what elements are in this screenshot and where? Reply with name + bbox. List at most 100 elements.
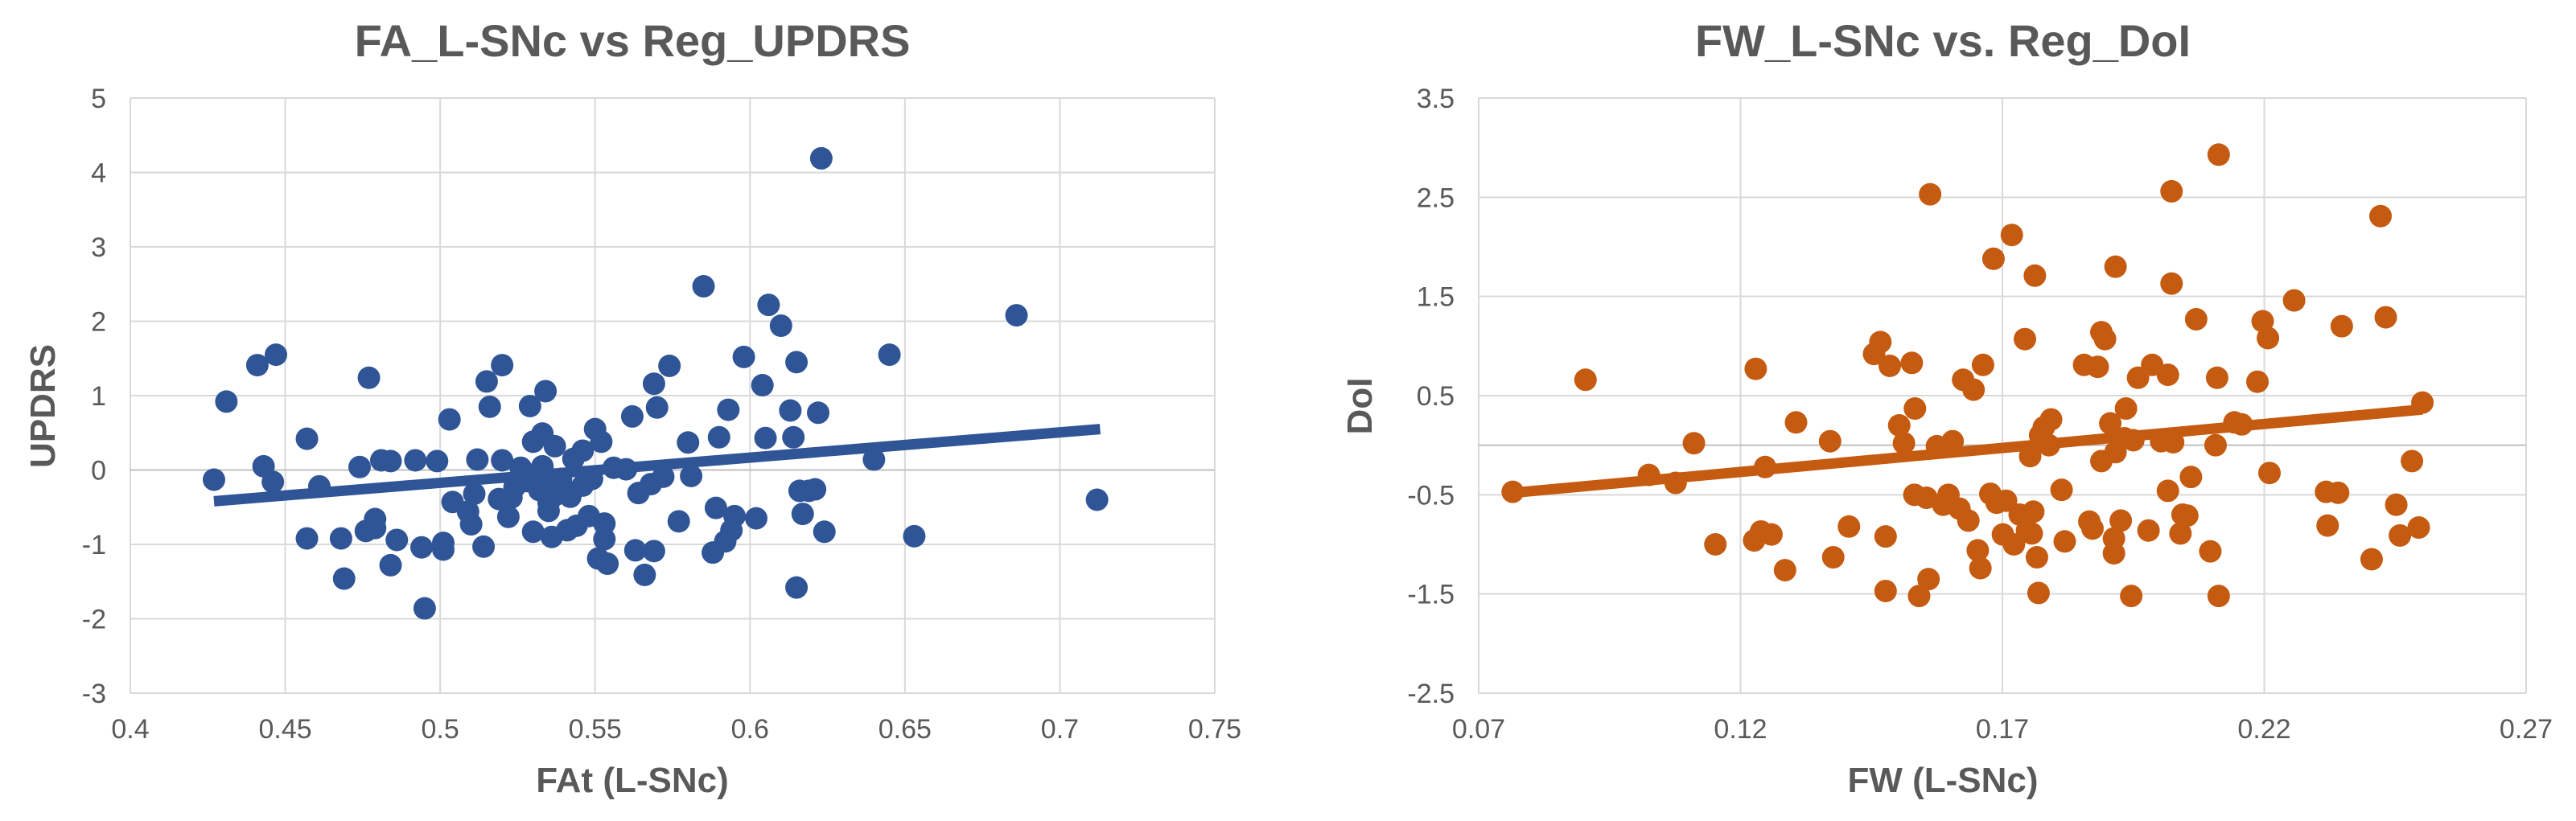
points-group (1501, 143, 2434, 608)
data-point (807, 401, 830, 425)
data-point (2316, 514, 2339, 537)
data-point (1994, 489, 2018, 512)
data-point (1501, 480, 1525, 503)
data-point (1574, 368, 1597, 392)
data-point (744, 507, 767, 530)
data-point (642, 540, 665, 563)
data-point (769, 314, 792, 338)
data-point (2207, 585, 2230, 608)
data-point (1682, 432, 1706, 455)
y-tick-label: -1 (82, 530, 106, 560)
data-point (2230, 413, 2253, 436)
data-point (2037, 433, 2060, 457)
chart-title: FA_L-SNc vs Reg_UPDRS (355, 15, 911, 66)
data-point (658, 355, 681, 377)
data-point (623, 539, 647, 562)
data-point (491, 449, 514, 472)
data-point (404, 449, 427, 472)
data-point (791, 503, 814, 526)
data-point (596, 552, 619, 576)
data-point (2121, 429, 2145, 452)
data-point (717, 398, 740, 421)
data-point (1887, 414, 1911, 437)
x-tick-label: 0.07 (1452, 714, 1505, 745)
data-point (1981, 247, 2005, 270)
data-point (779, 399, 802, 422)
trendline-group (1512, 404, 2423, 499)
data-point (615, 458, 638, 481)
data-point (2104, 255, 2127, 278)
y-axis-label: UPDRS (23, 344, 63, 468)
data-point (1874, 525, 1897, 548)
data-point (580, 467, 603, 491)
trendline (213, 424, 1101, 507)
data-point (754, 426, 777, 449)
data-point (620, 404, 644, 428)
data-point (2204, 433, 2227, 457)
data-point (652, 465, 675, 488)
data-point (2184, 308, 2208, 331)
trendline (1512, 404, 2423, 499)
data-point (785, 576, 809, 599)
data-point (2053, 530, 2076, 553)
data-point (1957, 509, 1980, 532)
data-point (862, 448, 886, 471)
data-point (2282, 289, 2306, 312)
data-point (2156, 363, 2179, 387)
data-point (2018, 445, 2042, 468)
data-point (2360, 548, 2383, 571)
data-point (364, 516, 387, 540)
data-point (633, 563, 656, 586)
data-point (2013, 327, 2036, 351)
data-point (1907, 585, 1931, 608)
data-point (348, 455, 372, 478)
data-point (215, 390, 238, 413)
points-group (202, 146, 1109, 620)
data-point (1637, 463, 1660, 486)
data-point (534, 380, 558, 403)
data-point (1917, 568, 1940, 591)
data-point (571, 439, 595, 462)
data-point (2207, 143, 2230, 166)
data-point (1784, 411, 1808, 434)
y-tick-label: 2.5 (1417, 183, 1455, 213)
data-point (903, 524, 926, 548)
data-point (2080, 517, 2104, 540)
data-point (357, 366, 381, 389)
data-point (804, 478, 827, 501)
data-point (1869, 330, 1892, 354)
data-point (2086, 355, 2109, 379)
data-point (757, 294, 780, 317)
tick-labels: -2.5 -1.5 -0.5 0.5 1.5 2.5 3.5 0.07 0.12 0.17 0.22… (1407, 84, 2553, 745)
data-point (472, 535, 496, 558)
y-tick-label: -2 (82, 605, 106, 635)
x-tick-label: 0.17 (1976, 714, 2029, 745)
data-point (2374, 306, 2397, 329)
x-tick-label: 0.12 (1714, 714, 1767, 745)
data-point (2025, 546, 2048, 569)
data-point (723, 504, 747, 527)
data-point (1966, 539, 1990, 562)
data-point (782, 425, 805, 449)
y-tick-label: 5 (91, 84, 106, 114)
data-point (2039, 408, 2063, 431)
data-point (1900, 351, 1924, 375)
data-point (2179, 466, 2203, 489)
x-tick-label: 0.75 (1188, 714, 1241, 745)
data-point (878, 343, 901, 367)
x-tick-label: 0.55 (569, 714, 622, 745)
data-point (1005, 304, 1028, 327)
y-tick-label: -3 (82, 679, 106, 709)
data-point (2199, 540, 2222, 563)
data-point (785, 351, 809, 374)
data-point (2050, 478, 2073, 502)
data-point (2156, 479, 2179, 503)
x-axis-label: FW (L-SNc) (1847, 761, 2038, 800)
data-point (202, 468, 225, 491)
data-point (426, 449, 449, 473)
data-point (2175, 504, 2199, 527)
data-point (1874, 579, 1897, 602)
data-point (410, 536, 434, 559)
data-point (295, 427, 319, 450)
